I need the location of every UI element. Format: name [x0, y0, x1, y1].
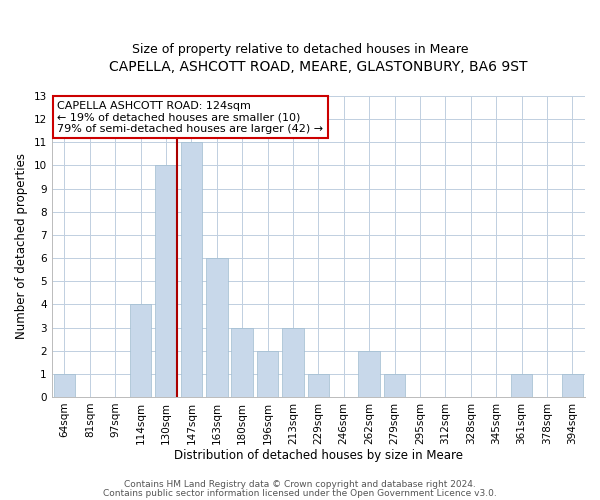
Bar [232, 328, 253, 397]
Text: CAPELLA ASHCOTT ROAD: 124sqm
← 19% of detached houses are smaller (10)
79% of se: CAPELLA ASHCOTT ROAD: 124sqm ← 19% of de… [57, 100, 323, 134]
X-axis label: Distribution of detached houses by size in Meare: Distribution of detached houses by size … [174, 450, 463, 462]
Title: CAPELLA, ASHCOTT ROAD, MEARE, GLASTONBURY, BA6 9ST: CAPELLA, ASHCOTT ROAD, MEARE, GLASTONBUR… [109, 60, 527, 74]
Bar [181, 142, 202, 397]
Bar [384, 374, 406, 397]
Bar [130, 304, 151, 397]
Bar [206, 258, 227, 397]
Bar [53, 374, 75, 397]
Bar [562, 374, 583, 397]
Bar [282, 328, 304, 397]
Bar [358, 350, 380, 397]
Bar [155, 166, 177, 397]
Y-axis label: Number of detached properties: Number of detached properties [15, 154, 28, 340]
Bar [308, 374, 329, 397]
Text: Contains public sector information licensed under the Open Government Licence v3: Contains public sector information licen… [103, 488, 497, 498]
Bar [511, 374, 532, 397]
Text: Contains HM Land Registry data © Crown copyright and database right 2024.: Contains HM Land Registry data © Crown c… [124, 480, 476, 489]
Bar [257, 350, 278, 397]
Text: Size of property relative to detached houses in Meare: Size of property relative to detached ho… [132, 42, 468, 56]
